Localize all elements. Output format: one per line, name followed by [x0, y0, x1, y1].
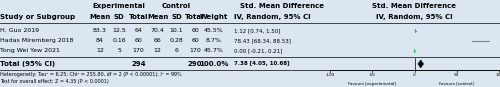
- Text: Total (95% CI): Total (95% CI): [0, 61, 55, 67]
- Text: 0.16: 0.16: [112, 38, 126, 43]
- Text: Weight: Weight: [200, 14, 228, 20]
- Text: 70.4: 70.4: [150, 28, 164, 33]
- Text: Experimental: Experimental: [93, 3, 146, 9]
- Text: 6: 6: [174, 48, 178, 53]
- Text: Tong Wei Yew 2021: Tong Wei Yew 2021: [0, 48, 60, 53]
- Text: 45.7%: 45.7%: [204, 48, 224, 53]
- Text: 0.28: 0.28: [170, 38, 183, 43]
- Text: 0: 0: [413, 73, 416, 77]
- Text: SD: SD: [114, 14, 124, 20]
- Text: Total: Total: [129, 14, 148, 20]
- Text: 1.12 [0.74, 1.50]: 1.12 [0.74, 1.50]: [234, 28, 280, 33]
- Text: Heterogeneity: Tau² = 6.25; Chi² = 255.80, df = 2 (P < 0.00001); I² = 99%: Heterogeneity: Tau² = 6.25; Chi² = 255.8…: [0, 72, 182, 77]
- Text: 12: 12: [154, 48, 162, 53]
- Text: Std. Mean Difference: Std. Mean Difference: [372, 3, 456, 9]
- Text: 60: 60: [191, 28, 199, 33]
- Text: Std. Mean Difference: Std. Mean Difference: [240, 3, 324, 9]
- Text: 294: 294: [131, 61, 146, 67]
- Text: 50: 50: [454, 73, 460, 77]
- Text: 290: 290: [188, 61, 202, 67]
- Text: 5: 5: [117, 48, 121, 53]
- Text: 7.38 [4.05, 10.68]: 7.38 [4.05, 10.68]: [234, 61, 289, 66]
- Text: IV, Random, 95% CI: IV, Random, 95% CI: [376, 14, 453, 20]
- Text: 170: 170: [189, 48, 201, 53]
- Text: 100: 100: [495, 73, 500, 77]
- Text: 8.7%: 8.7%: [206, 38, 222, 43]
- Text: Hadas Miremberg 2018: Hadas Miremberg 2018: [0, 38, 74, 43]
- Text: Mean: Mean: [90, 14, 110, 20]
- Text: Total: Total: [185, 14, 205, 20]
- Text: 12: 12: [96, 48, 104, 53]
- Text: Study or Subgroup: Study or Subgroup: [0, 14, 75, 20]
- Text: Mean: Mean: [147, 14, 168, 20]
- Text: Favours [experimental]: Favours [experimental]: [348, 82, 396, 86]
- Text: H. Guo 2019: H. Guo 2019: [0, 28, 39, 33]
- Polygon shape: [418, 60, 424, 68]
- Text: 60: 60: [134, 38, 142, 43]
- Text: 83.3: 83.3: [93, 28, 107, 33]
- Text: 45.5%: 45.5%: [204, 28, 224, 33]
- Text: 84: 84: [96, 38, 104, 43]
- Text: Test for overall effect: Z = 4.35 (P < 0.0001): Test for overall effect: Z = 4.35 (P < 0…: [0, 79, 109, 84]
- Text: 66: 66: [154, 38, 162, 43]
- Text: SD: SD: [171, 14, 182, 20]
- Text: -50: -50: [369, 73, 376, 77]
- Text: 100.0%: 100.0%: [200, 61, 228, 67]
- Text: 0.00 [-0.21, 0.21]: 0.00 [-0.21, 0.21]: [234, 48, 282, 53]
- Text: 64: 64: [134, 28, 142, 33]
- FancyBboxPatch shape: [414, 49, 416, 53]
- Text: 10.1: 10.1: [170, 28, 183, 33]
- Text: -100: -100: [326, 73, 334, 77]
- Text: Favours [control]: Favours [control]: [440, 82, 474, 86]
- Text: Control: Control: [162, 3, 191, 9]
- FancyBboxPatch shape: [414, 29, 416, 33]
- Text: 12.5: 12.5: [112, 28, 126, 33]
- Text: 60: 60: [191, 38, 199, 43]
- Text: 170: 170: [132, 48, 144, 53]
- Text: IV, Random, 95% CI: IV, Random, 95% CI: [234, 14, 310, 20]
- Text: 78.43 [68.34, 88.53]: 78.43 [68.34, 88.53]: [234, 38, 291, 43]
